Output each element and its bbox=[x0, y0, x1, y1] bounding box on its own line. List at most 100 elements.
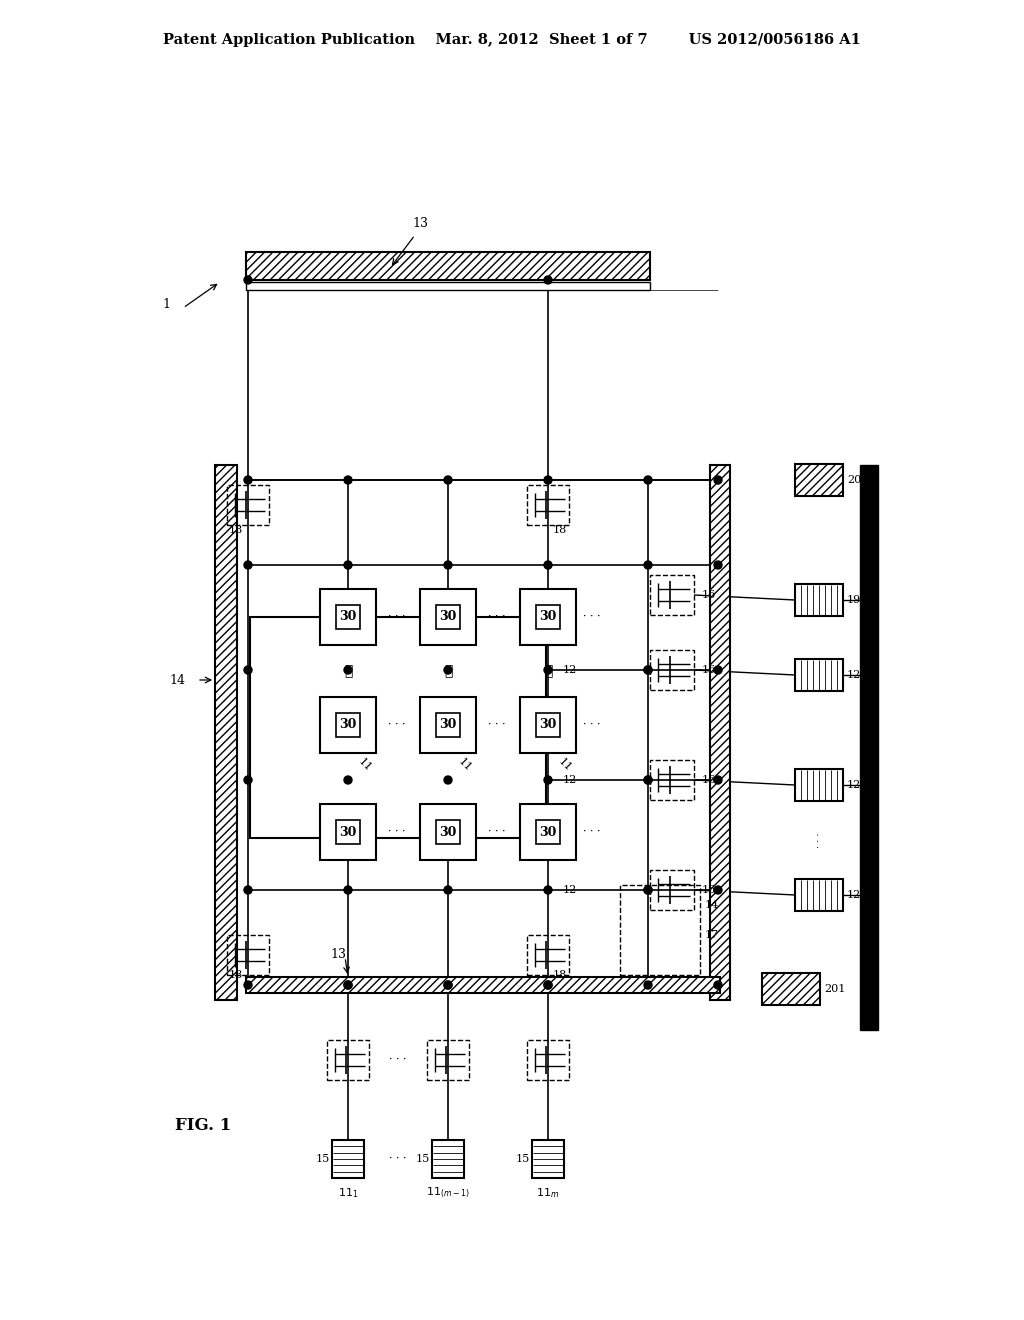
Circle shape bbox=[714, 477, 722, 484]
Bar bbox=[436, 713, 460, 737]
Text: 201: 201 bbox=[824, 983, 846, 994]
Circle shape bbox=[644, 667, 652, 675]
Bar bbox=[246, 282, 650, 290]
Text: 19: 19 bbox=[847, 595, 861, 605]
Bar bbox=[336, 820, 359, 843]
Circle shape bbox=[644, 886, 652, 894]
Bar bbox=[319, 804, 376, 861]
Bar bbox=[227, 484, 269, 525]
Circle shape bbox=[644, 981, 652, 989]
Bar bbox=[650, 649, 694, 690]
Circle shape bbox=[344, 886, 352, 894]
Circle shape bbox=[644, 776, 652, 784]
Bar bbox=[620, 884, 700, 975]
Circle shape bbox=[344, 561, 352, 569]
Bar bbox=[650, 760, 694, 800]
Circle shape bbox=[544, 477, 552, 484]
Circle shape bbox=[444, 981, 452, 989]
Circle shape bbox=[544, 776, 552, 784]
Bar bbox=[427, 1040, 469, 1080]
Text: · · ·: · · · bbox=[389, 1154, 407, 1164]
Text: 15: 15 bbox=[516, 1154, 530, 1164]
Circle shape bbox=[644, 776, 652, 784]
Text: · · ·: · · · bbox=[388, 719, 406, 730]
Bar bbox=[327, 1040, 369, 1080]
Text: · · ·: · · · bbox=[814, 832, 823, 847]
Circle shape bbox=[714, 561, 722, 569]
Circle shape bbox=[544, 981, 552, 989]
Circle shape bbox=[714, 776, 722, 784]
Text: · · ·: · · · bbox=[388, 612, 406, 622]
Bar bbox=[246, 252, 650, 280]
Text: Patent Application Publication    Mar. 8, 2012  Sheet 1 of 7        US 2012/0056: Patent Application Publication Mar. 8, 2… bbox=[163, 33, 861, 48]
Text: 30: 30 bbox=[439, 718, 457, 731]
Text: ⋮: ⋮ bbox=[544, 664, 552, 678]
Bar bbox=[795, 770, 843, 801]
Text: FIG. 1: FIG. 1 bbox=[175, 1117, 231, 1134]
Bar bbox=[246, 977, 720, 993]
Text: · · ·: · · · bbox=[389, 1055, 407, 1065]
Circle shape bbox=[644, 667, 652, 675]
Text: 18: 18 bbox=[553, 525, 567, 535]
Bar bbox=[520, 697, 575, 752]
Bar bbox=[537, 713, 560, 737]
Text: $11_{(m-1)}$: $11_{(m-1)}$ bbox=[426, 1185, 470, 1200]
Text: 11: 11 bbox=[556, 756, 573, 774]
Bar bbox=[650, 576, 694, 615]
Bar bbox=[527, 1040, 569, 1080]
Circle shape bbox=[444, 667, 452, 675]
Bar bbox=[420, 804, 476, 861]
Text: $11_1$: $11_1$ bbox=[338, 1185, 358, 1200]
Text: ⋮: ⋮ bbox=[344, 664, 352, 678]
Circle shape bbox=[644, 561, 652, 569]
Circle shape bbox=[644, 886, 652, 894]
Text: 11: 11 bbox=[558, 821, 575, 838]
Circle shape bbox=[244, 981, 252, 989]
Circle shape bbox=[714, 667, 722, 675]
Text: 15: 15 bbox=[416, 1154, 430, 1164]
Circle shape bbox=[444, 981, 452, 989]
Text: 11: 11 bbox=[358, 821, 375, 838]
Text: 16: 16 bbox=[702, 884, 716, 895]
Bar bbox=[795, 659, 843, 690]
Text: 30: 30 bbox=[339, 718, 356, 731]
Text: 30: 30 bbox=[540, 718, 557, 731]
Circle shape bbox=[344, 981, 352, 989]
Bar bbox=[537, 820, 560, 843]
Circle shape bbox=[444, 886, 452, 894]
Circle shape bbox=[444, 561, 452, 569]
Bar bbox=[227, 935, 269, 975]
Text: 30: 30 bbox=[439, 610, 457, 623]
Text: 11: 11 bbox=[356, 756, 373, 774]
Text: 122: 122 bbox=[847, 780, 868, 789]
Circle shape bbox=[544, 886, 552, 894]
Circle shape bbox=[344, 667, 352, 675]
Circle shape bbox=[544, 561, 552, 569]
Text: ⋮: ⋮ bbox=[443, 664, 453, 678]
Bar bbox=[527, 935, 569, 975]
Text: 30: 30 bbox=[439, 825, 457, 838]
Circle shape bbox=[544, 667, 552, 675]
Text: 11: 11 bbox=[456, 756, 473, 774]
Bar bbox=[436, 820, 460, 843]
Circle shape bbox=[344, 776, 352, 784]
Bar bbox=[532, 1140, 564, 1177]
Text: 30: 30 bbox=[339, 610, 356, 623]
Text: 30: 30 bbox=[339, 825, 356, 838]
Bar bbox=[520, 804, 575, 861]
Bar bbox=[215, 465, 237, 1001]
Bar bbox=[762, 973, 820, 1005]
Bar bbox=[420, 589, 476, 645]
Text: 11: 11 bbox=[458, 821, 475, 838]
Text: 18: 18 bbox=[553, 970, 567, 979]
Text: 30: 30 bbox=[540, 825, 557, 838]
Text: 17: 17 bbox=[705, 931, 719, 940]
Text: 16: 16 bbox=[702, 665, 716, 675]
Bar bbox=[537, 606, 560, 628]
Text: 30: 30 bbox=[540, 610, 557, 623]
Text: 121: 121 bbox=[847, 671, 868, 680]
Bar bbox=[332, 1140, 364, 1177]
Text: 18: 18 bbox=[228, 970, 243, 979]
Text: · · ·: · · · bbox=[488, 828, 506, 837]
Circle shape bbox=[244, 561, 252, 569]
